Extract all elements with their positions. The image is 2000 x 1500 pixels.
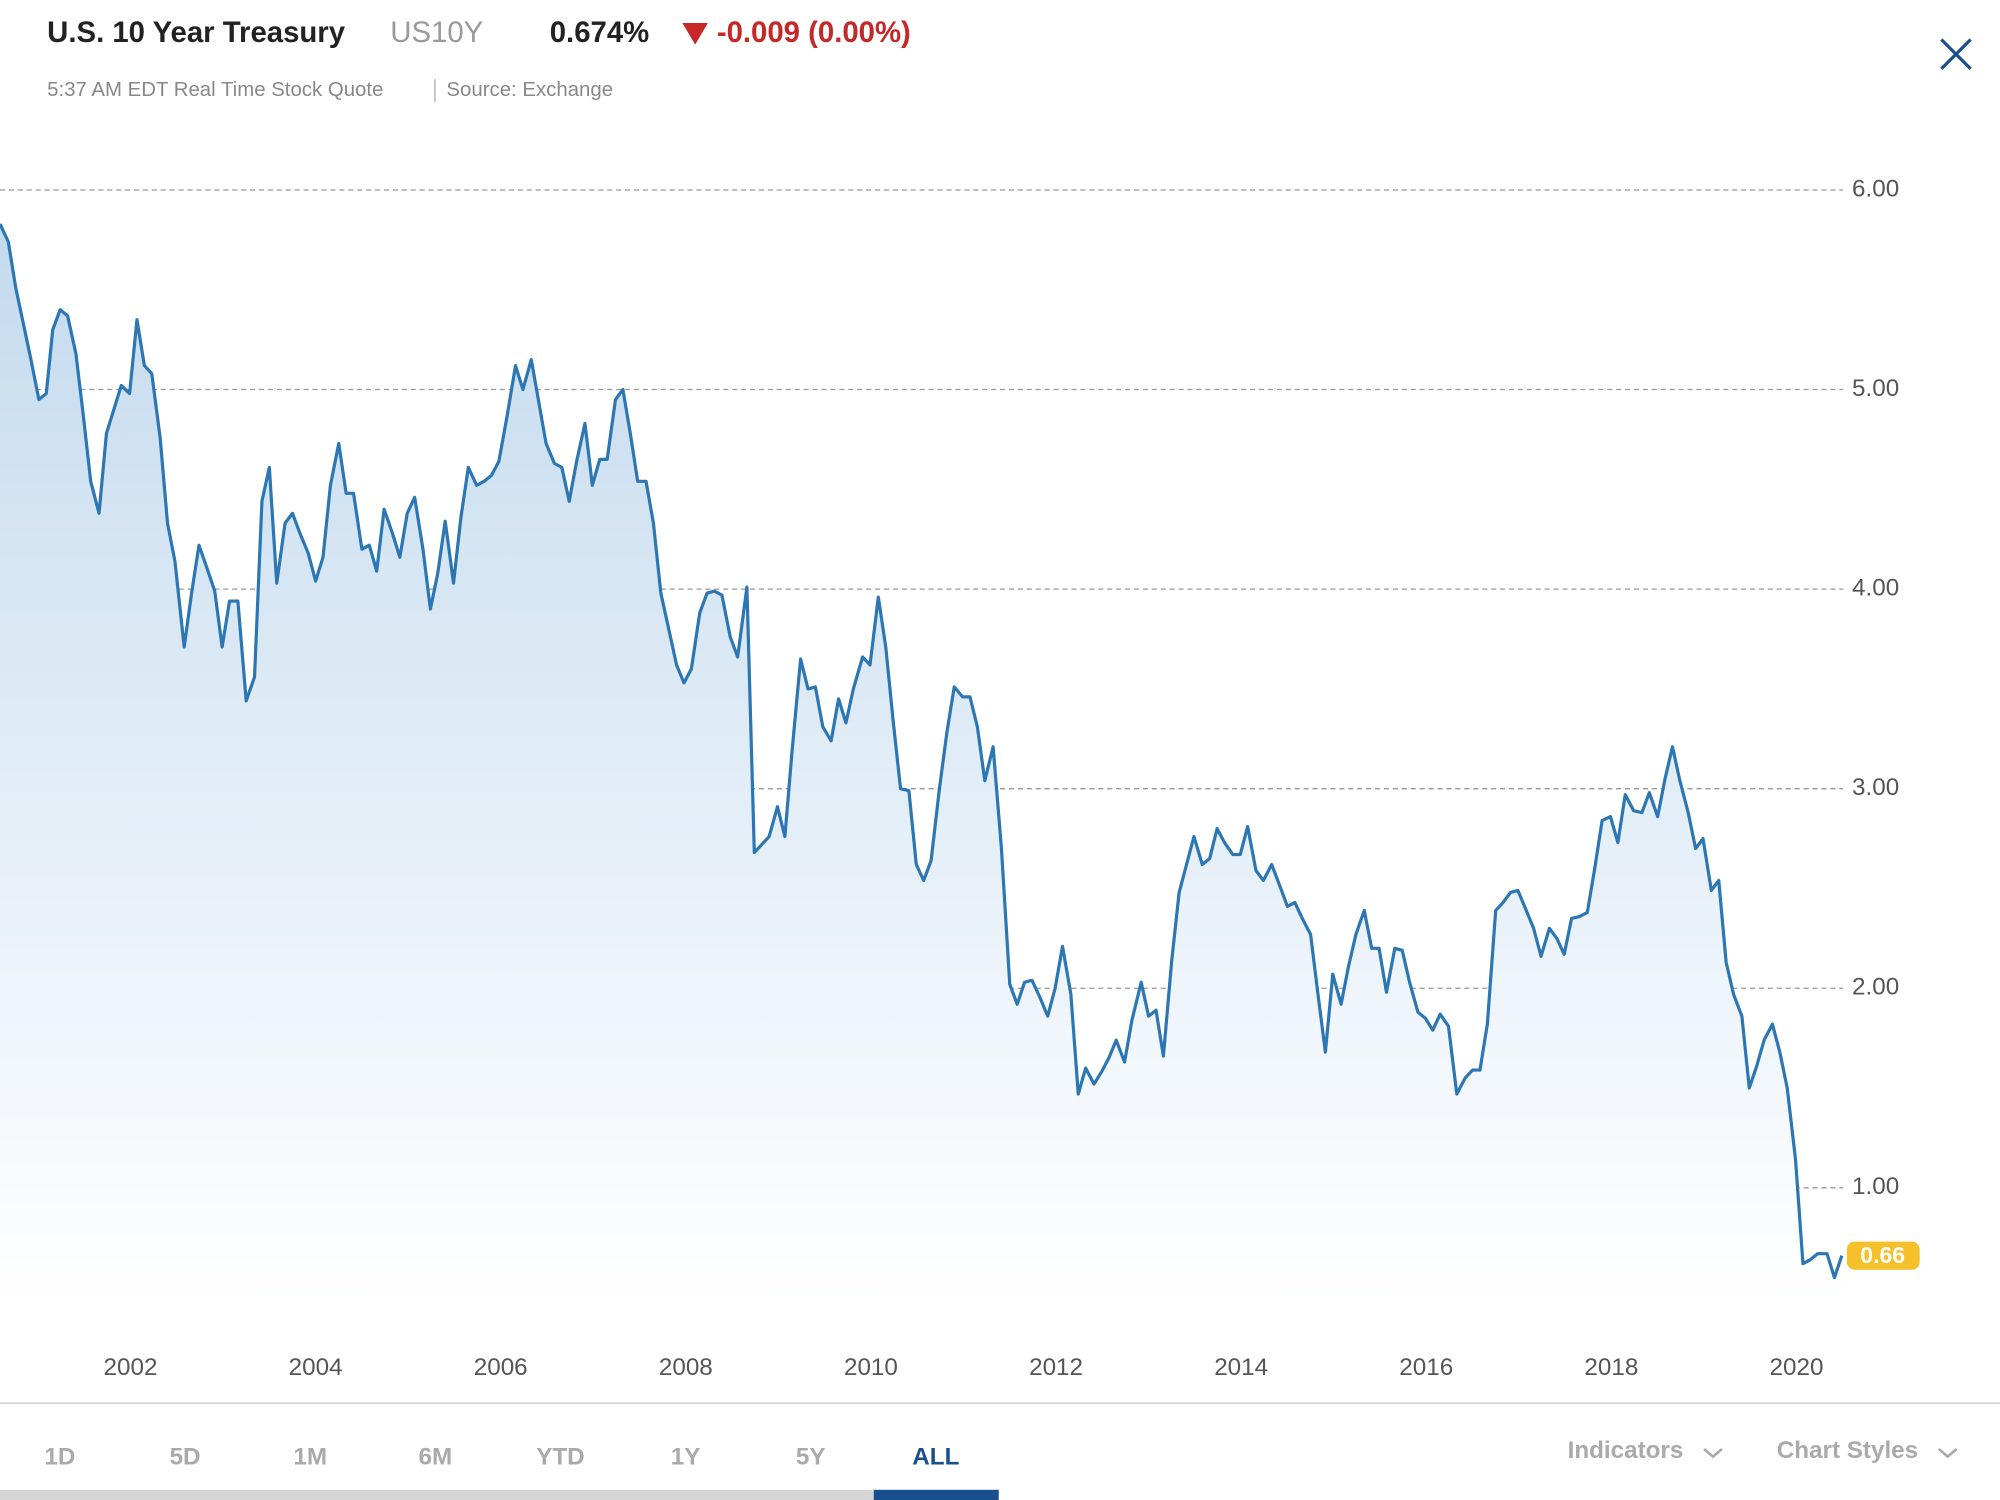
price: 0.674% <box>550 16 649 49</box>
range-tab[interactable]: YTD <box>536 1443 584 1470</box>
range-tab[interactable]: 1M <box>293 1443 327 1470</box>
range-tabs: 1D 5D 1M 6M YTD 1Y 5Y ALL <box>44 1443 959 1470</box>
x-tick-label: 2020 <box>1770 1354 1824 1381</box>
chevron <box>1937 1448 1958 1459</box>
x-tick-label: 2010 <box>844 1354 898 1381</box>
close-button[interactable] <box>1932 31 1978 77</box>
y-tick-label: 1.00 <box>1852 1173 1899 1200</box>
x-tick-label: 2012 <box>1029 1354 1083 1381</box>
y-tick-label: 2.00 <box>1852 974 1899 1001</box>
range-tab[interactable]: 1D <box>44 1443 75 1470</box>
close-stroke <box>1940 38 1972 71</box>
x-tick-label: 2016 <box>1399 1354 1453 1381</box>
last-value-badge <box>1846 1241 1920 1270</box>
x-tick-label: 2006 <box>474 1354 528 1381</box>
x-tick-label: 2014 <box>1214 1354 1268 1381</box>
tab-track <box>0 1489 874 1500</box>
x-tick-label: 2002 <box>104 1354 158 1381</box>
x-tick-label: 2008 <box>659 1354 713 1381</box>
range-tab[interactable]: ALL <box>912 1443 959 1470</box>
y-tick-label: 6.00 <box>1852 175 1899 202</box>
quote-time: 5:37 AM EDT Real Time Stock Quote <box>47 79 383 101</box>
price-change: -0.009 (0.00%) <box>717 16 911 49</box>
symbol: US10Y <box>390 16 483 49</box>
y-tick-label: 4.00 <box>1852 575 1899 602</box>
y-tick-label: 5.00 <box>1852 375 1899 402</box>
area <box>0 223 1842 1304</box>
range-tab[interactable]: 6M <box>419 1443 453 1470</box>
tab-indicator <box>873 1489 999 1500</box>
source: Source: Exchange <box>446 79 613 101</box>
range-tab[interactable]: 1Y <box>671 1443 701 1470</box>
title: U.S. 10 Year Treasury <box>47 16 346 49</box>
range-tab[interactable]: 5D <box>170 1443 201 1470</box>
down-arrow <box>682 22 708 45</box>
x-tick-label: 2018 <box>1584 1354 1638 1381</box>
x-tick-label: 2004 <box>289 1354 343 1381</box>
plot: 1.00 2.00 3.00 4.00 5.00 6.00 2002 2004 2006 2008… <box>0 175 1920 1381</box>
last-value-label: 0.66 <box>1860 1242 1905 1268</box>
range-tab[interactable]: 5Y <box>796 1443 826 1470</box>
y-tick-label: 3.00 <box>1852 774 1899 801</box>
chevron <box>1703 1448 1723 1459</box>
indicators-menu[interactable]: Indicators <box>1568 1437 1684 1464</box>
line <box>0 223 1844 1280</box>
chart-styles-menu[interactable]: Chart Styles <box>1777 1437 1918 1464</box>
